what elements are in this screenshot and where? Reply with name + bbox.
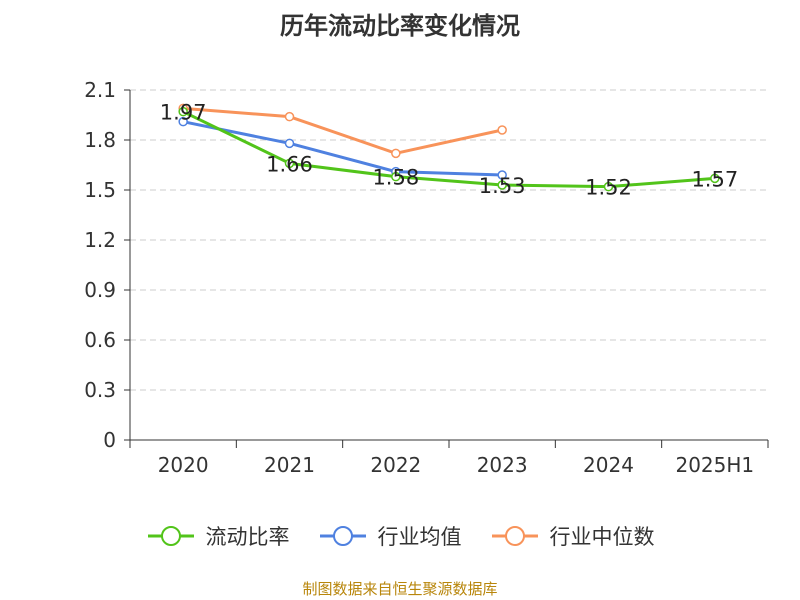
data-point — [178, 106, 188, 117]
legend-item[interactable]: 行业均值 — [318, 521, 462, 551]
grid-lines — [130, 89, 768, 391]
y-tick-label: 2.1 — [84, 78, 116, 102]
data-point — [391, 148, 401, 159]
data-label: 1.53 — [479, 174, 526, 198]
y-tick-label: 1.2 — [84, 228, 116, 252]
x-tick-label: 2022 — [370, 453, 421, 477]
x-tick-label: 2020 — [158, 453, 209, 477]
y-tick-label: 0.6 — [84, 328, 116, 352]
x-tick-label: 2021 — [264, 453, 315, 477]
data-point — [391, 171, 401, 182]
source-footer: 制图数据来自恒生聚源数据库 — [302, 580, 498, 598]
data-label: 1.58 — [372, 166, 419, 190]
y-tick-label: 1.8 — [84, 128, 116, 152]
series-line — [182, 120, 503, 177]
legend-label: 行业均值 — [377, 525, 462, 549]
legend-label: 行业中位数 — [549, 525, 655, 549]
y-tick-label: 0 — [103, 428, 116, 452]
data-labels: 1.97 1.66 1.58 1.53 1.52 1.57 — [160, 101, 738, 200]
data-point — [284, 158, 295, 169]
axes: 0 0.3 0.6 0.9 1.2 1.5 1.8 2.1 2020 2021 2022 2023 20… — [84, 78, 769, 477]
legend-swatch — [147, 526, 194, 546]
data-point — [284, 138, 295, 149]
legend-item[interactable]: 行业中位数 — [490, 521, 655, 551]
line-chart: 0 0.3 0.6 0.9 1.2 1.5 1.8 2.1 2020 2021 2022 2023 20… — [84, 78, 769, 477]
series-line — [182, 110, 715, 189]
chart-title: 历年流动比率变化情况 — [280, 12, 520, 40]
data-point — [497, 180, 507, 190]
data-point — [178, 116, 188, 127]
data-point — [603, 181, 614, 192]
x-tick-label: 2025H1 — [675, 453, 754, 477]
x-tick-label: 2024 — [583, 453, 634, 477]
data-label: 1.66 — [266, 152, 313, 176]
data-label: 1.52 — [585, 176, 632, 200]
legend-swatch — [491, 526, 538, 546]
x-tick-label: 2023 — [477, 453, 528, 477]
data-point — [710, 173, 720, 184]
legend-swatch — [319, 526, 366, 546]
legend: 流动比率 行业均值 行业中位数 — [0, 518, 800, 554]
data-label: 1.57 — [691, 167, 738, 191]
y-tick-label: 0.9 — [84, 278, 116, 302]
y-tick-label: 0.3 — [84, 378, 116, 402]
data-label: 1.97 — [160, 101, 207, 125]
series-line — [183, 106, 503, 155]
data-point — [497, 170, 507, 180]
data-point — [284, 111, 295, 122]
legend-label: 流动比率 — [205, 525, 290, 549]
data-point — [497, 125, 507, 135]
y-tick-label: 1.5 — [84, 178, 116, 202]
series-lines — [178, 103, 720, 192]
legend-item[interactable]: 流动比率 — [146, 521, 290, 551]
